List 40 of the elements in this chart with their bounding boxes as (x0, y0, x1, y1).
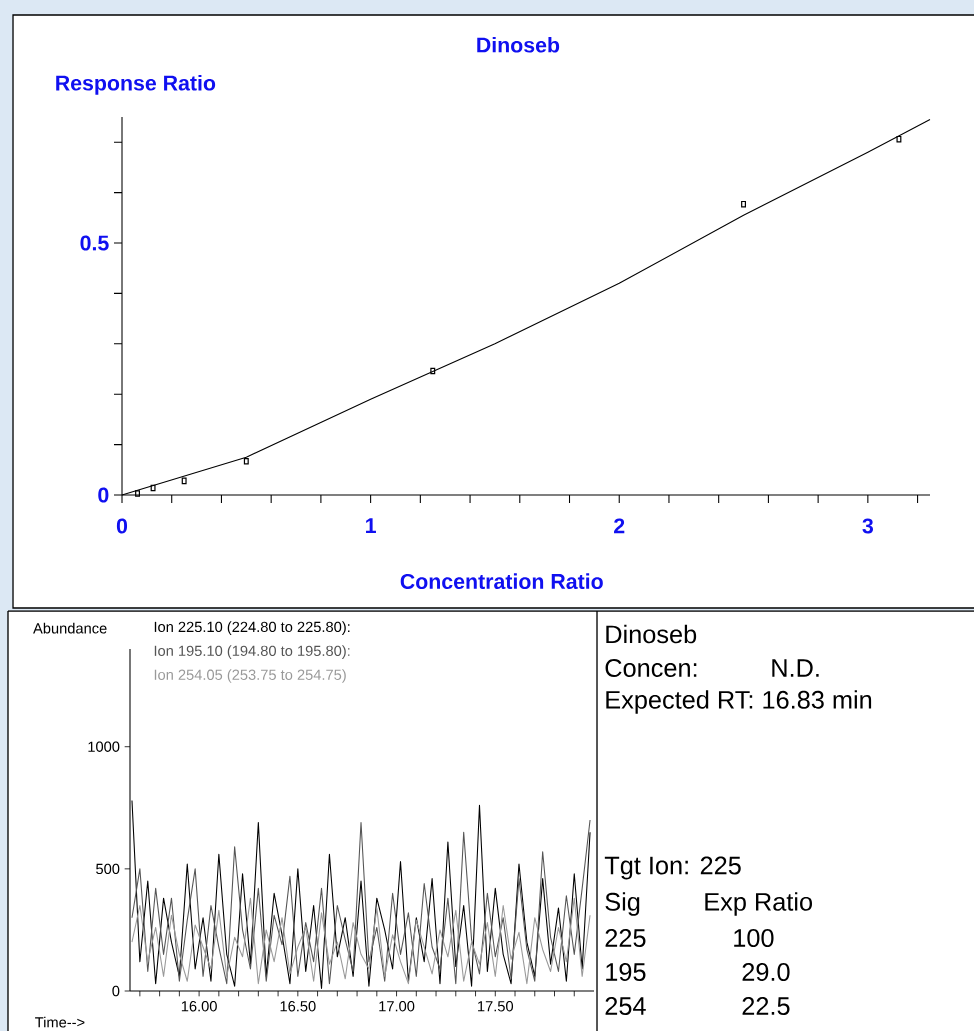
text: Tgt Ion: 225 (604, 856, 741, 880)
y-axis-title: Abundance (33, 622, 107, 634)
x-tick-label: 16.00 (181, 1001, 217, 1012)
point (181, 477, 187, 485)
text: Dinoseb (606, 624, 697, 644)
text: Sig (605, 892, 640, 916)
point (150, 484, 156, 492)
text: 100 (734, 929, 774, 947)
text: Exp Ratio (705, 892, 813, 916)
point (430, 367, 436, 375)
text: 22.5 (742, 997, 790, 1015)
text: Concen: (605, 659, 697, 677)
y-tick-label: 500 (96, 863, 120, 875)
text: 225 (605, 929, 646, 947)
x-tick-label: 17.50 (478, 1001, 514, 1012)
x-axis-title: Time--> (35, 1016, 85, 1028)
x-tick-label: 17.00 (379, 1001, 415, 1012)
text: Ion 195.10 (194.80 to 195.80): (154, 645, 350, 659)
text: 254 (605, 997, 646, 1015)
point (243, 457, 249, 465)
x-tick-label: 1 (366, 518, 376, 534)
point (896, 135, 902, 143)
y-axis-title: Response Ratio (56, 74, 216, 95)
point (135, 490, 141, 497)
y-tick-label: 0.5 (80, 235, 109, 251)
point (741, 200, 747, 208)
text: Expected RT: 16.83 min (606, 690, 872, 714)
x-tick-label: 16.50 (280, 1001, 316, 1012)
text: Ion 254.05 (253.75 to 254.75) (154, 669, 346, 683)
x-axis-title: Concentration Ratio (400, 573, 603, 590)
text: N.D. (772, 659, 819, 677)
y-tick-label: 1000 (88, 741, 120, 752)
x-tick-label: 3 (862, 518, 874, 534)
chart-title: Dinoseb (477, 36, 560, 53)
y-tick-label: 0 (98, 487, 109, 503)
text: 29.0 (742, 963, 790, 981)
text: 195 (606, 963, 646, 981)
x-tick-label: 2 (614, 518, 625, 534)
text: Ion 225.10 (224.80 to 225.80): (154, 621, 350, 635)
y-tick-label: 0 (112, 985, 120, 997)
